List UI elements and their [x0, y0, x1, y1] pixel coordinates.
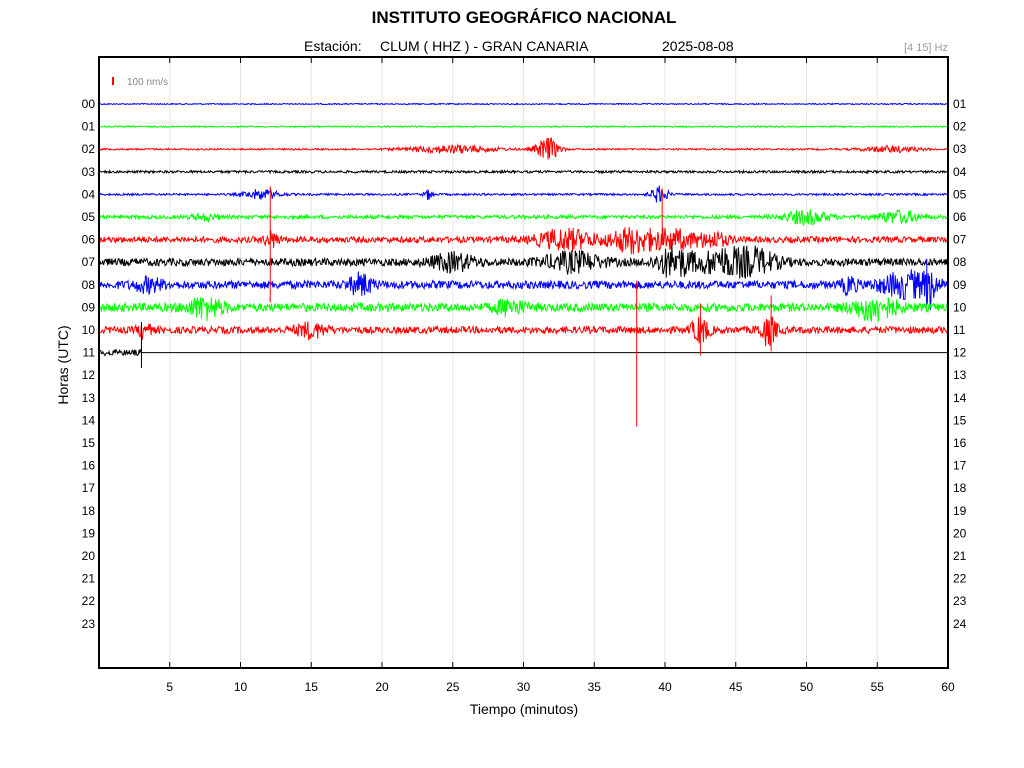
- hour-label-left: 00: [82, 97, 96, 111]
- seismic-trace: [99, 208, 948, 226]
- grid: [169, 57, 878, 668]
- hour-label-left: 11: [83, 346, 96, 360]
- x-tick-label: 30: [517, 680, 531, 694]
- hour-label-right: 20: [953, 526, 967, 540]
- hour-label-right: 03: [953, 142, 967, 156]
- hour-label-left: 01: [82, 120, 96, 134]
- hour-label-right: 19: [953, 504, 967, 518]
- station-label: Estación:: [304, 38, 362, 54]
- hour-label-left: 03: [82, 165, 96, 179]
- hour-label-left: 13: [82, 391, 96, 405]
- traces: [99, 102, 949, 357]
- hour-label-left: 19: [82, 526, 96, 540]
- hour-label-left: 17: [82, 481, 96, 495]
- hour-label-right: 24: [953, 617, 967, 631]
- hour-label-right: 11: [953, 323, 966, 337]
- hour-label-left: 02: [82, 142, 96, 156]
- spikes: [140, 186, 928, 427]
- hour-label-left: 09: [82, 300, 96, 314]
- x-tick-label: 40: [658, 680, 672, 694]
- seismic-trace: [99, 168, 949, 175]
- x-tick-label: 15: [305, 680, 319, 694]
- x-tick-label: 5: [166, 680, 173, 694]
- hour-label-left: 18: [82, 504, 96, 518]
- scale-bar-label: 100 nm/s: [127, 77, 168, 88]
- hour-label-left: 12: [82, 368, 96, 382]
- hour-label-left: 06: [82, 233, 96, 247]
- seismic-trace: [99, 102, 948, 106]
- seismic-trace: [99, 227, 949, 255]
- hour-label-right: 12: [953, 346, 967, 360]
- hour-label-right: 16: [953, 436, 967, 450]
- hour-label-right: 01: [953, 97, 967, 111]
- x-tick-label: 25: [446, 680, 460, 694]
- x-tick-label: 45: [729, 680, 743, 694]
- hour-label-right: 02: [953, 120, 967, 134]
- hour-label-left: 07: [82, 255, 96, 269]
- x-tick-label: 50: [800, 680, 814, 694]
- record-date: 2025-08-08: [662, 38, 734, 54]
- hour-label-left: 22: [82, 594, 96, 608]
- y-axis-label: Horas (UTC): [55, 325, 71, 404]
- hour-label-right: 13: [953, 368, 967, 382]
- hour-label-left: 15: [82, 436, 96, 450]
- seismic-trace: [99, 348, 142, 357]
- seismic-trace: [99, 124, 949, 129]
- hour-label-left: 20: [82, 549, 96, 563]
- hour-label-left: 05: [82, 210, 96, 224]
- x-axis-label: Tiempo (minutos): [470, 701, 578, 717]
- hour-label-right: 17: [953, 459, 967, 473]
- hour-label-right: 06: [953, 210, 967, 224]
- hour-label-right: 07: [953, 233, 967, 247]
- hour-label-left: 23: [82, 617, 96, 631]
- station-name: CLUM ( HHZ ) - GRAN CANARIA: [380, 38, 589, 54]
- x-tick-label: 10: [234, 680, 248, 694]
- hour-label-right: 05: [953, 187, 967, 201]
- seismic-trace: [99, 137, 949, 160]
- scale-bar-mark: [112, 77, 114, 85]
- ticks: 5 10 15 20 25 30 35 40 45 50 55 60 00 01 02 03 04 05 06 07 0…: [82, 57, 967, 694]
- x-tick-label: 20: [375, 680, 389, 694]
- x-tick-label: 55: [871, 680, 885, 694]
- hour-label-right: 18: [953, 481, 967, 495]
- seismic-trace: [99, 297, 948, 323]
- hour-label-left: 21: [82, 572, 96, 586]
- hour-label-right: 15: [953, 413, 967, 427]
- hour-label-right: 21: [953, 549, 967, 563]
- hour-label-left: 14: [82, 413, 96, 427]
- x-tick-label: 60: [941, 680, 955, 694]
- hour-label-left: 04: [82, 187, 96, 201]
- hour-label-right: 04: [953, 165, 967, 179]
- seismic-trace: [99, 316, 949, 347]
- seismic-trace: [99, 269, 949, 310]
- scale-bar: 100 nm/s: [112, 77, 168, 88]
- seismic-trace: [99, 245, 949, 279]
- filter-band: [4 15] Hz: [903, 42, 948, 54]
- seismic-trace: [99, 185, 948, 203]
- chart-title: INSTITUTO GEOGRÁFICO NACIONAL: [371, 8, 677, 27]
- hour-label-right: 10: [953, 300, 967, 314]
- hour-label-left: 10: [82, 323, 96, 337]
- hour-label-right: 09: [953, 278, 967, 292]
- hour-label-right: 14: [953, 391, 967, 405]
- x-tick-label: 35: [588, 680, 602, 694]
- hour-label-left: 16: [82, 459, 96, 473]
- hour-label-right: 08: [953, 255, 967, 269]
- hour-label-right: 22: [953, 572, 967, 586]
- hour-label-left: 08: [82, 278, 96, 292]
- hour-label-right: 23: [953, 594, 967, 608]
